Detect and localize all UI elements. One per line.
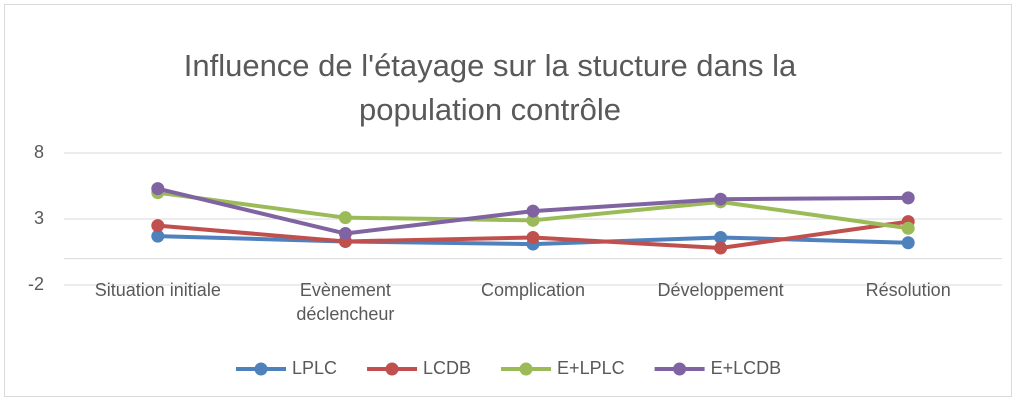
- point: [714, 192, 728, 206]
- point: [151, 229, 165, 243]
- legend-marker: [385, 362, 399, 376]
- chart-title: Influence de l'étayage sur la stucture d…: [183, 48, 797, 127]
- y-tick-label: 3: [34, 208, 44, 228]
- x-tick-label: Développement: [657, 280, 784, 300]
- point: [338, 227, 352, 241]
- legend-label: E+LPLC: [557, 358, 625, 378]
- point: [901, 191, 915, 205]
- point: [338, 211, 352, 225]
- y-tick-label: 8: [34, 142, 44, 162]
- x-tick-label: Situation initiale: [94, 280, 221, 300]
- point: [151, 219, 165, 233]
- chart-border: [4, 4, 1012, 397]
- legend-label: LPLC: [292, 358, 337, 378]
- point: [526, 230, 540, 244]
- point: [714, 241, 728, 255]
- x-tick-label: Evènement déclencheur: [296, 280, 395, 324]
- legend-label: E+LCDB: [711, 358, 782, 378]
- point: [901, 236, 915, 250]
- point: [714, 230, 728, 244]
- legend-marker: [673, 362, 687, 376]
- legend-marker: [254, 362, 268, 376]
- point: [526, 204, 540, 218]
- point: [151, 182, 165, 196]
- point: [526, 213, 540, 227]
- x-tick-label: Résolution: [865, 280, 951, 300]
- point: [901, 221, 915, 235]
- legend-label: LCDB: [423, 358, 471, 378]
- y-tick-label: -2: [28, 274, 44, 294]
- x-tick-label: Complication: [480, 280, 586, 300]
- legend-marker: [519, 362, 533, 376]
